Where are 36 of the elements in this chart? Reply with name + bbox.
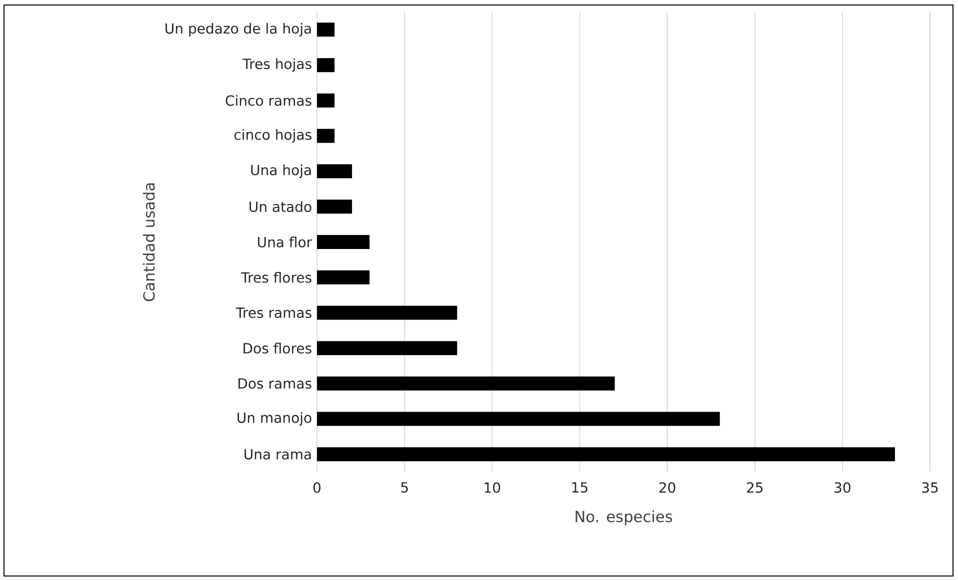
y-tick-label: Una hoja [251, 164, 311, 178]
y-tick-label: Tres flores [240, 272, 312, 283]
y-tick-label: cinco hojas [234, 129, 312, 143]
x-tick-label: 0 [313, 482, 321, 493]
bar [317, 164, 352, 178]
y-tick-label: Tres hojas [242, 58, 312, 72]
y-tick-label: Una rama [244, 449, 311, 460]
bar [317, 341, 458, 356]
y-tick-label: Un manojo [238, 412, 312, 426]
bar [317, 58, 335, 72]
y-tick-label: Una flor [258, 236, 312, 248]
x-tick-label: 25 [746, 482, 763, 493]
bar [317, 200, 352, 214]
bar [317, 128, 335, 143]
bar [317, 376, 615, 391]
x-tick-label: 15 [572, 482, 588, 493]
x-tick-label: 10 [484, 482, 500, 493]
y-tick-label: Cinco ramas [226, 95, 312, 106]
y-axis-title: Cantidad usada [142, 183, 155, 302]
x-tick-label: 30 [834, 482, 850, 493]
x-tick-label: 5 [401, 482, 408, 493]
y-tick-label: Dos flores [244, 342, 312, 354]
y-tick-label: Tres ramas [236, 308, 312, 318]
bar [317, 270, 370, 284]
x-tick-label: 20 [659, 482, 676, 493]
bar [317, 93, 335, 108]
x-tick-label: 35 [922, 482, 938, 493]
x-axis-title: No. especies [576, 510, 672, 526]
bar [317, 306, 458, 320]
y-tick-label: Dos ramas [238, 378, 312, 389]
bar [317, 234, 370, 249]
bar [317, 412, 720, 426]
bar [317, 447, 895, 462]
bar [317, 22, 335, 37]
y-tick-label: Un atado [250, 201, 312, 212]
y-tick-label: Un pedazo de la hoja [166, 22, 311, 36]
